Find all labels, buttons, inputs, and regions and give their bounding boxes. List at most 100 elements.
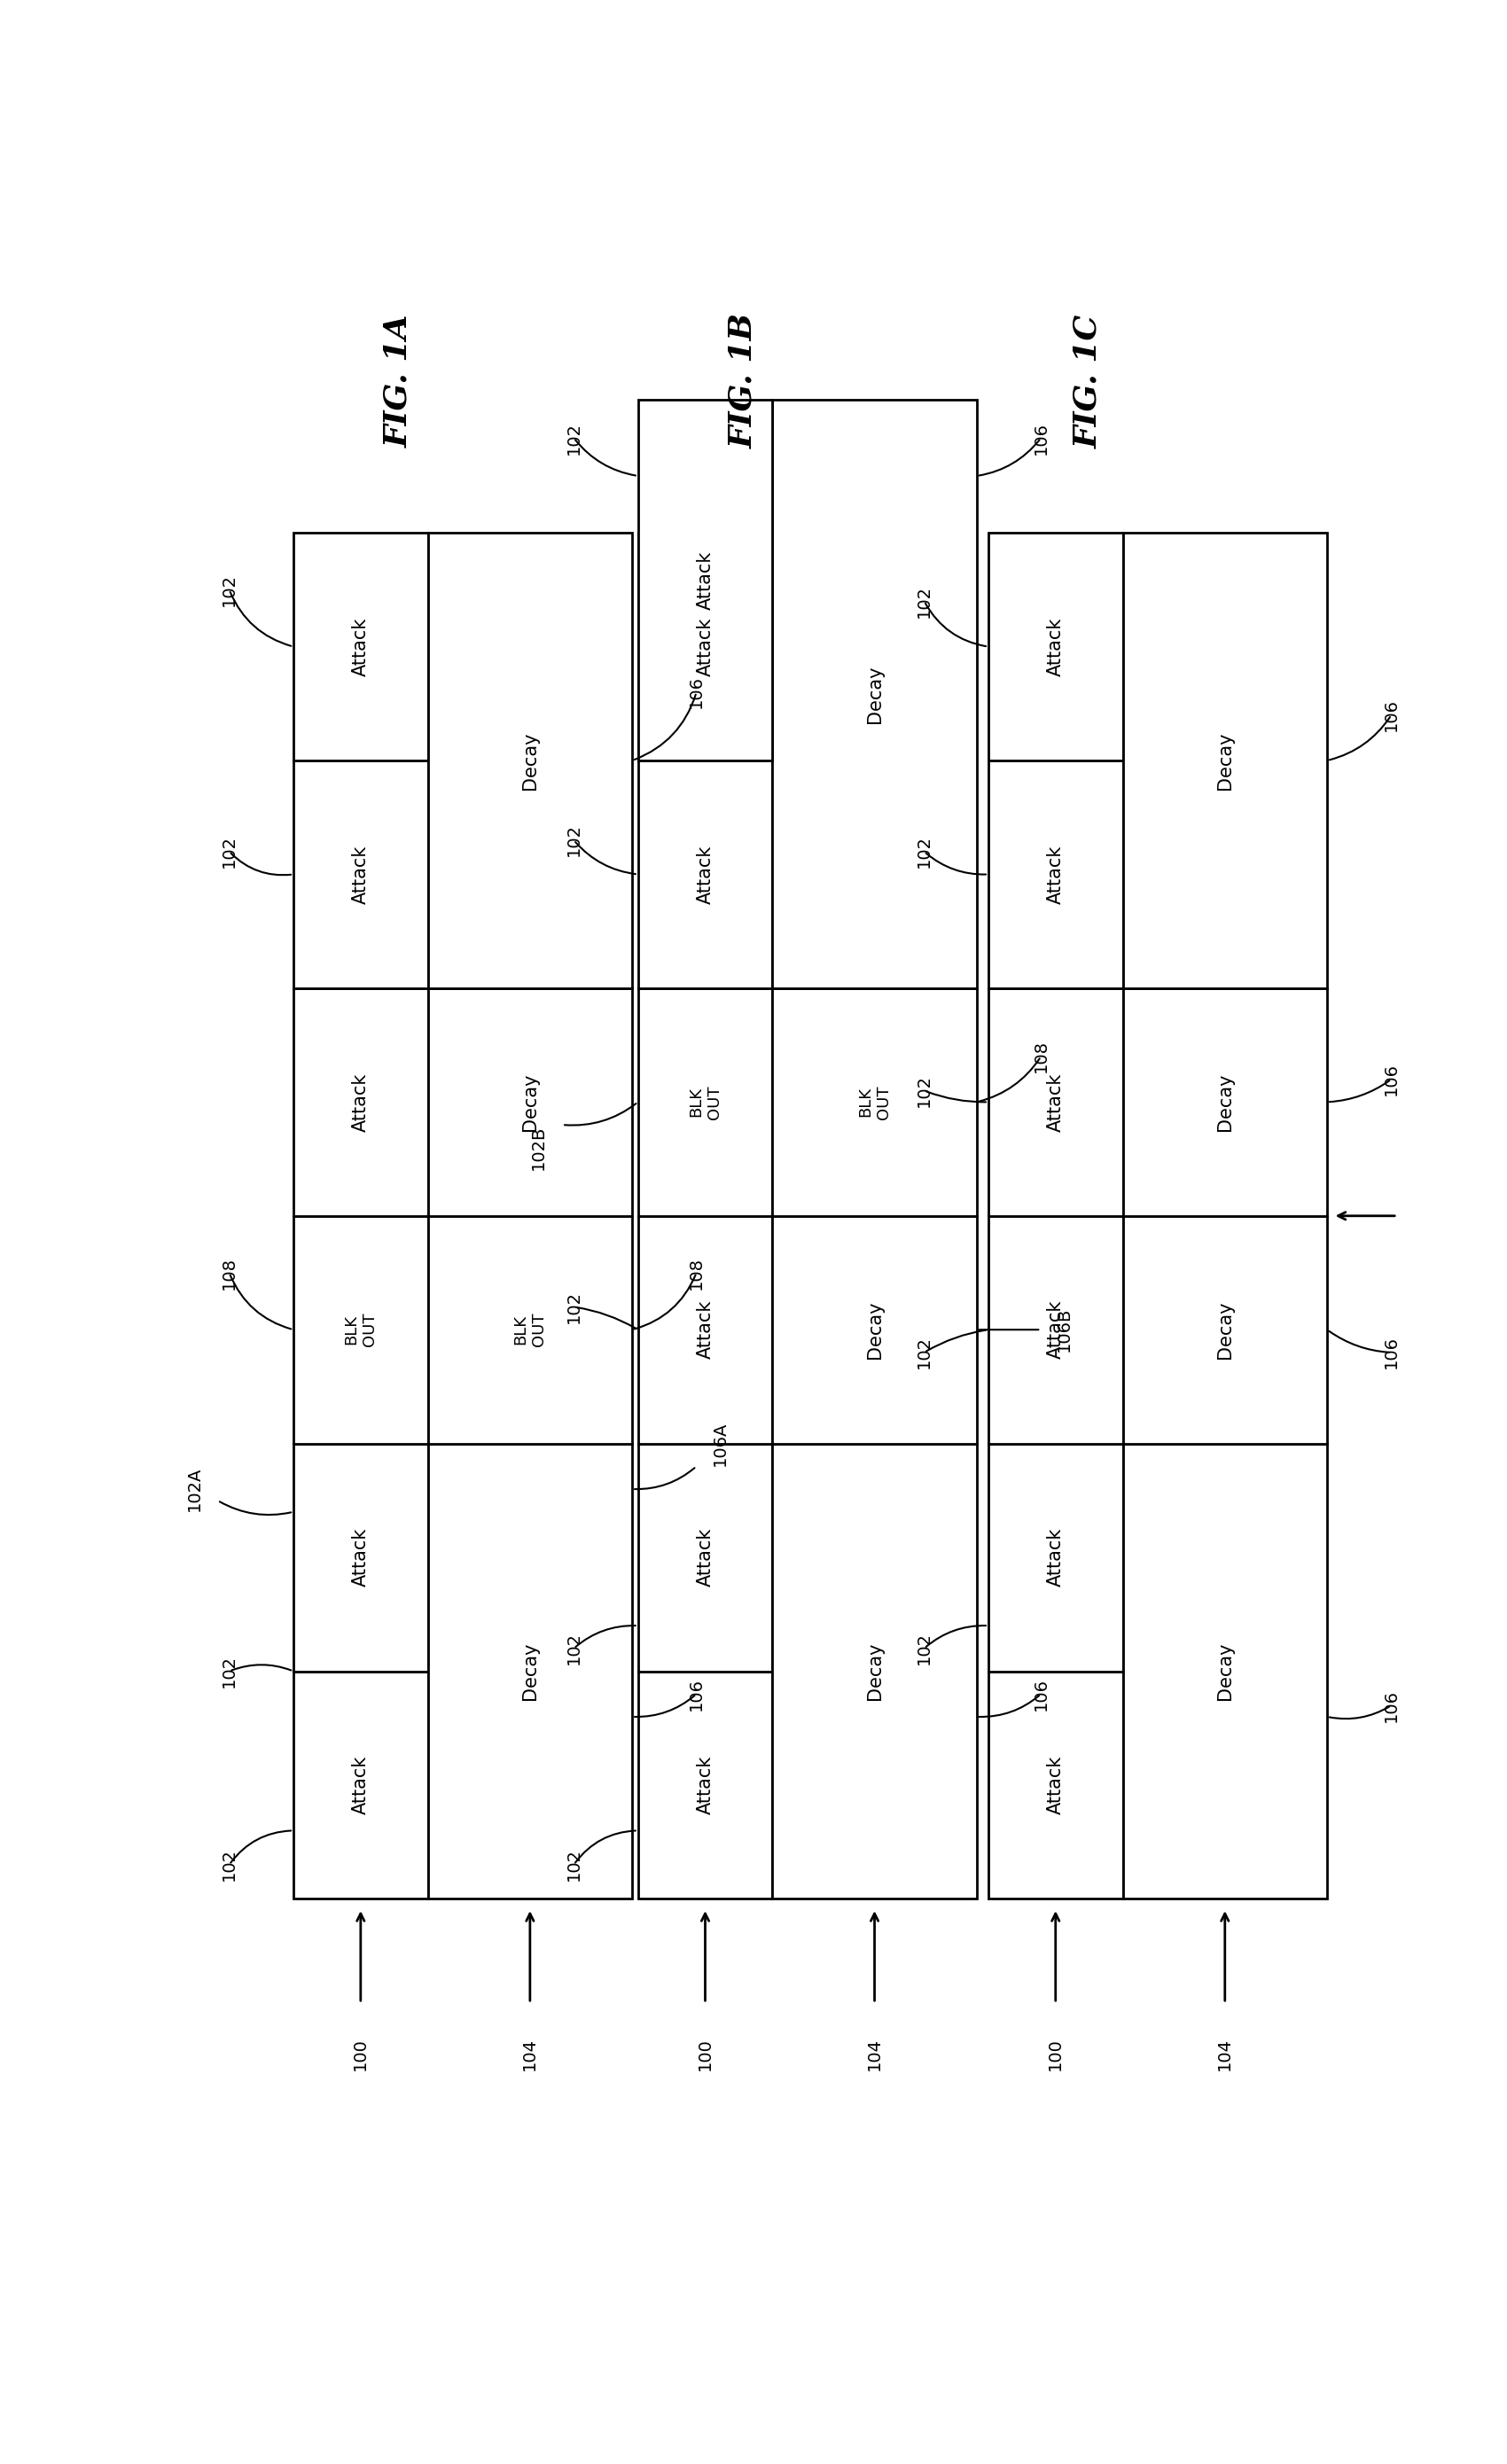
Bar	[294, 1215, 428, 1444]
Bar	[637, 1444, 772, 1671]
Text: Attack: Attack	[351, 1072, 369, 1131]
Bar	[989, 1215, 1123, 1444]
Text: 102: 102	[916, 1335, 933, 1370]
Bar	[637, 532, 772, 761]
Text: BLK
OUT: BLK OUT	[344, 1313, 378, 1348]
Bar	[428, 532, 631, 988]
Bar	[772, 1215, 977, 1444]
Text: Decay: Decay	[1216, 1641, 1234, 1700]
Text: 100: 100	[696, 2038, 714, 2070]
Text: Decay: Decay	[865, 1301, 883, 1358]
Text: 100: 100	[1047, 2038, 1064, 2070]
Text: 106: 106	[689, 675, 705, 710]
Text: Attack: Attack	[696, 552, 714, 609]
Text: 104: 104	[521, 2038, 538, 2070]
Bar	[294, 532, 428, 761]
Text: FIG. 1C: FIG. 1C	[1073, 313, 1103, 448]
Bar	[294, 1444, 428, 1671]
Text: 108: 108	[1032, 1040, 1049, 1072]
Text: 102B: 102B	[530, 1126, 547, 1170]
Text: Decay: Decay	[521, 1641, 540, 1700]
Text: Decay: Decay	[865, 1641, 883, 1700]
Bar	[294, 761, 428, 988]
Bar	[772, 399, 977, 988]
Text: 106: 106	[1383, 1335, 1400, 1370]
Text: 102: 102	[222, 1656, 238, 1688]
Text: Attack: Attack	[351, 1757, 369, 1814]
Text: 102: 102	[565, 1848, 582, 1880]
Text: Attack: Attack	[696, 1757, 714, 1814]
Text: 102: 102	[916, 1074, 933, 1106]
Text: 102: 102	[565, 1631, 582, 1666]
Text: Attack: Attack	[696, 845, 714, 904]
Text: BLK
OUT: BLK OUT	[512, 1313, 547, 1348]
Text: 106: 106	[1383, 700, 1400, 732]
Bar	[772, 1444, 977, 1900]
Bar	[428, 988, 631, 1215]
Text: BLK
OUT: BLK OUT	[857, 1084, 892, 1119]
Text: Attack: Attack	[1047, 1757, 1064, 1814]
Bar	[1123, 1444, 1328, 1900]
Text: 106: 106	[1032, 1678, 1049, 1710]
Text: FIG. 1A: FIG. 1A	[383, 315, 413, 448]
Text: 102: 102	[565, 1291, 582, 1323]
Text: 102: 102	[222, 1848, 238, 1880]
Text: Decay: Decay	[1216, 1072, 1234, 1131]
Text: 102: 102	[916, 584, 933, 618]
Text: 106B: 106B	[1056, 1308, 1073, 1353]
Bar	[637, 1671, 772, 1900]
Text: 100: 100	[353, 2038, 369, 2070]
Text: 102: 102	[565, 823, 582, 857]
Bar	[989, 1671, 1123, 1900]
Bar	[772, 988, 977, 1215]
Text: 108: 108	[222, 1257, 238, 1289]
Text: 102: 102	[916, 835, 933, 867]
Text: 108: 108	[689, 1257, 705, 1289]
Text: 106: 106	[1383, 1688, 1400, 1722]
Bar	[637, 399, 772, 761]
Text: Decay: Decay	[521, 1072, 540, 1131]
Text: 102: 102	[565, 421, 582, 453]
Text: 102: 102	[916, 1631, 933, 1666]
Bar	[1123, 532, 1328, 988]
Bar	[989, 761, 1123, 988]
Text: Attack: Attack	[696, 618, 714, 675]
Text: 106: 106	[1032, 421, 1049, 453]
Bar	[637, 761, 772, 988]
Text: 102A: 102A	[185, 1466, 202, 1510]
Text: Attack: Attack	[351, 845, 369, 904]
Bar	[1123, 988, 1328, 1215]
Bar	[1123, 1215, 1328, 1444]
Text: Attack: Attack	[1047, 1301, 1064, 1360]
Text: 104: 104	[1216, 2038, 1233, 2070]
Text: 102: 102	[222, 835, 238, 867]
Text: Attack: Attack	[696, 1301, 714, 1360]
Text: Attack: Attack	[351, 618, 369, 675]
Bar	[294, 1671, 428, 1900]
Bar	[989, 988, 1123, 1215]
Text: Attack: Attack	[1047, 1528, 1064, 1587]
Text: Attack: Attack	[1047, 618, 1064, 675]
Text: Attack: Attack	[1047, 845, 1064, 904]
Text: FIG. 1B: FIG. 1B	[728, 313, 758, 448]
Text: Decay: Decay	[1216, 732, 1234, 788]
Text: 106A: 106A	[711, 1422, 728, 1466]
Text: Decay: Decay	[1216, 1301, 1234, 1358]
Text: Decay: Decay	[865, 665, 883, 722]
Bar	[637, 1215, 772, 1444]
Text: Attack: Attack	[696, 1528, 714, 1587]
Text: 102: 102	[222, 574, 238, 606]
Bar	[637, 988, 772, 1215]
Text: Attack: Attack	[351, 1528, 369, 1587]
Text: BLK
OUT: BLK OUT	[689, 1084, 722, 1119]
Bar	[989, 1444, 1123, 1671]
Bar	[294, 988, 428, 1215]
Text: Attack: Attack	[1047, 1072, 1064, 1131]
Text: 106: 106	[689, 1678, 705, 1710]
Text: 104: 104	[867, 2038, 883, 2070]
Text: Decay: Decay	[521, 732, 540, 788]
Bar	[989, 532, 1123, 761]
Text: 106: 106	[1383, 1062, 1400, 1096]
Bar	[428, 1444, 631, 1900]
Bar	[428, 1215, 631, 1444]
